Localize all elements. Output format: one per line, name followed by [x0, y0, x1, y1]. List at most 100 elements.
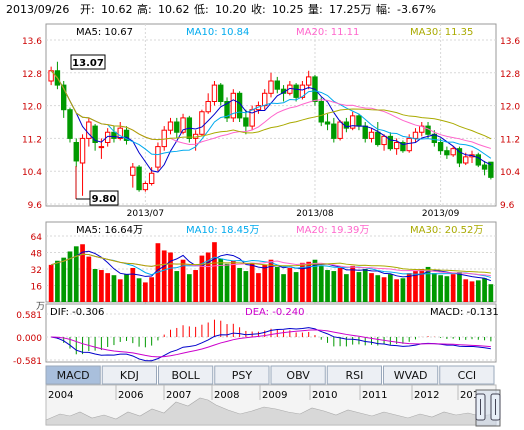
dif-line — [51, 327, 491, 362]
volume-bar — [168, 252, 173, 302]
tab-macd[interactable]: MACD — [45, 365, 101, 385]
price-ma-legend-item: MA10: 10.84 — [186, 27, 249, 38]
ma10-line — [50, 70, 492, 159]
price-ytick-left: 12.0 — [22, 103, 42, 113]
volume-bar — [136, 278, 142, 302]
candle-body — [104, 131, 111, 143]
timeline-year-label: 2009 — [262, 390, 287, 401]
candle-body — [437, 142, 444, 152]
price-ma-legend-item: MA5: 10.67 — [76, 27, 133, 38]
candle-body — [450, 148, 456, 156]
candle-body — [463, 156, 469, 164]
price-ma-legend-item: MA30: 11.35 — [410, 27, 473, 38]
candle-body — [148, 172, 155, 184]
volume-bar — [300, 262, 305, 302]
candle-body — [412, 131, 419, 139]
max-callout-text: 13.07 — [72, 58, 104, 69]
tab-boll[interactable]: BOLL — [158, 365, 214, 385]
volume-bar — [230, 260, 236, 302]
timeline-years: 2004 2006 2007 2008 2009 2010 2011 2012 201 — [45, 385, 479, 401]
tab-label: OBV — [286, 369, 310, 382]
candle-body — [79, 137, 86, 164]
candle-body — [375, 131, 381, 146]
price-ytick-right: 12.8 — [500, 70, 520, 80]
tab-label: WVAD — [394, 369, 428, 382]
volume-bar — [450, 274, 456, 302]
volume-panel: 64 48 32 16 MA5: 16.64万 MA10: 18.45万 MA20: 19… — [31, 221, 497, 312]
quote-date: 2013/09/26 — [6, 3, 69, 16]
indicator-tabs: MACD KDJ BOLL PSY OBV RSI WVAD CCI — [45, 365, 495, 385]
volume-bar — [325, 270, 330, 302]
timeline-year-label: 2012 — [414, 390, 439, 401]
tab-cci[interactable]: CCI — [439, 365, 495, 385]
volume-bars — [48, 242, 494, 302]
volume-bar — [186, 274, 192, 302]
price-ytick-right: 13.6 — [500, 37, 520, 47]
candle-body — [117, 127, 123, 139]
candle-body — [274, 80, 280, 90]
timeline-year-label: 2004 — [48, 390, 73, 401]
tab-obv[interactable]: OBV — [270, 365, 326, 385]
change-label: 幅: — [376, 3, 391, 16]
tab-background — [45, 365, 101, 385]
macd-panel: 0.581 0.000 -0.581 DIF: -0.306 DEA: -0.240… — [13, 303, 499, 367]
volume-bar — [256, 273, 261, 302]
candle-body — [299, 84, 306, 98]
tab-background — [158, 365, 214, 385]
macd-yaxis: 0.581 0.000 -0.581 — [13, 311, 42, 367]
volume-bar — [124, 274, 129, 302]
tab-psy[interactable]: PSY — [214, 365, 270, 385]
macd-label: MACD: -0.131 — [430, 307, 499, 318]
volume-bar — [381, 277, 387, 302]
macd-ytick: 0.000 — [16, 334, 42, 344]
dea-label: DEA: -0.240 — [245, 307, 304, 318]
timeline-year-label: 2007 — [166, 390, 191, 401]
volume-yaxis: 64 48 32 16 — [31, 233, 43, 293]
tab-kdj[interactable]: KDJ — [101, 365, 157, 385]
volume-bar — [350, 265, 356, 302]
candle-body — [61, 84, 67, 111]
volume-bar — [419, 269, 425, 302]
volume-bar — [331, 271, 337, 302]
candle-body — [331, 123, 337, 139]
tab-rsi[interactable]: RSI — [326, 365, 382, 385]
candle-body — [356, 115, 362, 127]
volume-bar — [174, 271, 180, 302]
macd-lines — [51, 327, 491, 362]
tab-label: KDJ — [120, 369, 139, 382]
tab-wvad[interactable]: WVAD — [383, 365, 439, 385]
vol-ma5-line — [50, 250, 492, 282]
candle-body — [406, 137, 412, 152]
candle-body — [98, 146, 105, 149]
open-label: 开: — [80, 3, 95, 16]
candle-body — [67, 109, 73, 139]
volume-bar — [413, 271, 418, 302]
volume-ytick: 16 — [31, 283, 43, 293]
candle-body — [111, 131, 117, 139]
volume-bar — [444, 276, 450, 302]
tab-label: MACD — [57, 369, 90, 382]
candle-body — [337, 121, 343, 139]
price-ytick-left: 10.4 — [22, 168, 42, 178]
candle-body — [142, 183, 149, 191]
candle-body — [362, 125, 368, 139]
volume-bar — [161, 250, 167, 302]
min-callout: 9.80 — [75, 166, 119, 206]
macd-ytick: 0.581 — [16, 311, 42, 321]
price-ytick-right: 12.0 — [500, 103, 520, 113]
timeline-year-label: 2011 — [362, 390, 387, 401]
candle-body — [243, 117, 249, 127]
candle-body — [481, 164, 488, 170]
candles — [48, 61, 494, 196]
volume-bar — [312, 259, 318, 302]
volume-bar — [243, 271, 249, 302]
timeline-overview — [45, 397, 497, 426]
timeline-year-label: 201 — [460, 390, 479, 401]
candle-body — [205, 101, 211, 113]
volume-ytick: 64 — [31, 233, 43, 243]
candle-body — [123, 129, 130, 141]
candle-body — [161, 129, 167, 148]
price-panel: 13.6 12.8 12.0 11.2 10.4 9.6 13.6 12.8 12.0 11.2… — [22, 23, 520, 362]
timeline-navigator: 2004 2006 2007 2008 2009 2010 2011 2012 201 — [45, 384, 501, 427]
open-value: 10.62 — [101, 3, 133, 16]
